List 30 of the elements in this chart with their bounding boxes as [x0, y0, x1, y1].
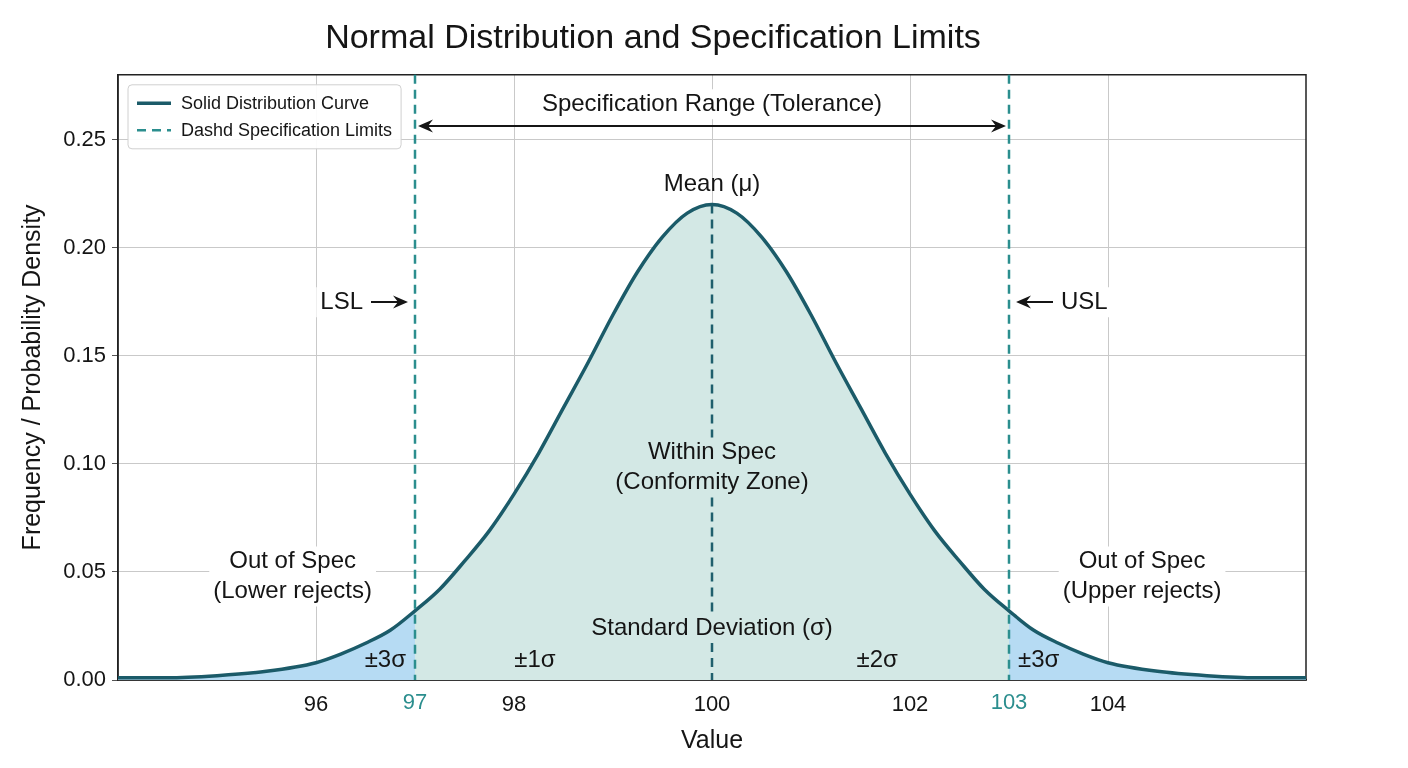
y-tick-label: 0.25 [63, 125, 106, 151]
x-tick-label: 96 [303, 691, 329, 717]
x-tick-label: 100 [693, 691, 731, 717]
annotation: ±3σ [1018, 644, 1060, 672]
annotation: Out of Spec (Upper rejects) [1062, 546, 1222, 604]
y-tick-label: 0.10 [63, 449, 106, 475]
annotation: Dashd Specification Limits [181, 120, 393, 141]
annotation: ±1σ [514, 644, 556, 672]
annotation: Specification Range (Tolerance) [541, 88, 883, 116]
annotation: USL [1061, 286, 1108, 314]
x-tick-label: 98 [501, 691, 527, 717]
annotation: Out of Spec (Lower rejects) [213, 546, 372, 604]
y-tick-label: 0.20 [63, 233, 106, 259]
annotation: Within Spec (Conformity Zone) [615, 437, 809, 495]
y-tick-label: 0.05 [63, 557, 106, 583]
chart-title: Normal Distribution and Specification Limits [325, 16, 981, 55]
x-axis-title: Value [680, 724, 744, 753]
annotation: ±3σ [364, 644, 407, 672]
ref-line-label: 103 [990, 689, 1028, 715]
y-axis-title: Frequency / Probability Density [16, 203, 45, 551]
y-tick-label: 0.00 [63, 666, 106, 692]
x-tick-label: 104 [1089, 691, 1127, 717]
x-tick-label: 102 [891, 691, 929, 717]
annotation: ±2σ [856, 644, 898, 672]
annotation: LSL [320, 286, 363, 314]
ref-line-label: Mean (μ) [663, 169, 761, 197]
ref-line-label: 97 [402, 689, 428, 715]
y-tick-label: 0.15 [63, 341, 106, 367]
legend-label: Solid Distribution Curve [181, 93, 370, 114]
annotation: Standard Deviation (σ) [591, 612, 833, 640]
